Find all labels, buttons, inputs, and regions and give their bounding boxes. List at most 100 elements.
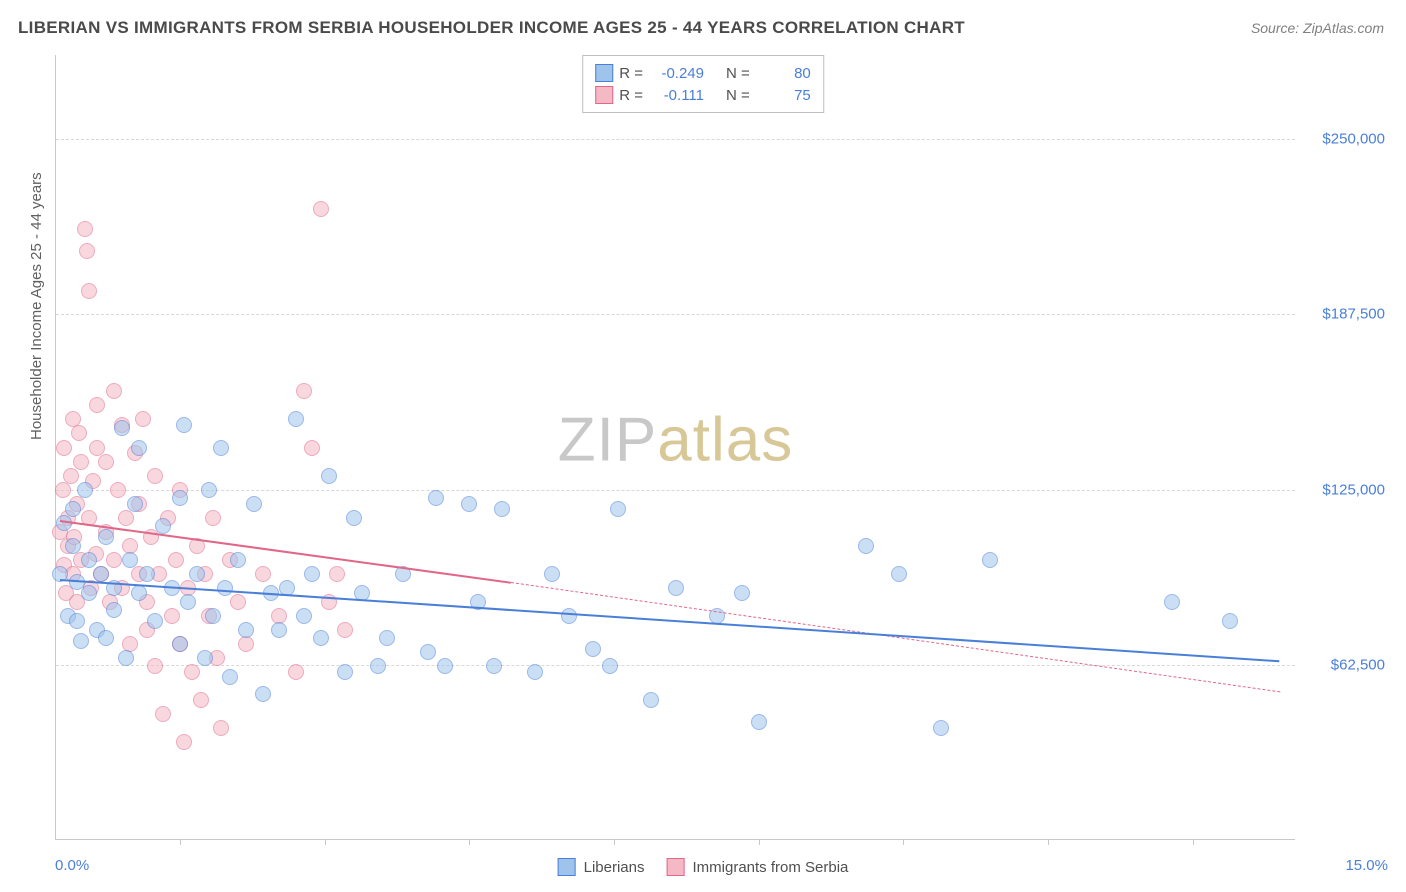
data-point (668, 580, 684, 596)
data-point (56, 440, 72, 456)
x-max-label: 15.0% (1345, 857, 1388, 874)
data-point (346, 510, 362, 526)
legend-item-serbia: Immigrants from Serbia (667, 858, 849, 876)
data-point (71, 425, 87, 441)
data-point (304, 440, 320, 456)
legend-item-liberians: Liberians (558, 858, 645, 876)
data-point (81, 585, 97, 601)
data-point (271, 622, 287, 638)
chart-title: LIBERIAN VS IMMIGRANTS FROM SERBIA HOUSE… (18, 18, 965, 38)
data-point (370, 658, 386, 674)
data-point (255, 566, 271, 582)
data-point (98, 454, 114, 470)
data-point (933, 720, 949, 736)
data-point (222, 669, 238, 685)
data-point (544, 566, 560, 582)
swatch-serbia (667, 858, 685, 876)
data-point (217, 580, 233, 596)
gridline (56, 314, 1295, 315)
data-point (329, 566, 345, 582)
data-point (255, 686, 271, 702)
data-point (81, 552, 97, 568)
data-point (602, 658, 618, 674)
data-point (437, 658, 453, 674)
data-point (288, 664, 304, 680)
data-point (201, 482, 217, 498)
data-point (296, 608, 312, 624)
data-point (164, 608, 180, 624)
source-label: Source: ZipAtlas.com (1251, 20, 1384, 36)
data-point (147, 468, 163, 484)
data-point (420, 644, 436, 660)
data-point (106, 602, 122, 618)
data-point (379, 630, 395, 646)
watermark-part2: atlas (657, 405, 793, 474)
x-tick (759, 839, 760, 845)
y-axis-label: Householder Income Ages 25 - 44 years (28, 172, 45, 440)
plot-area: ZIPatlas $62,500$125,000$187,500$250,000 (55, 55, 1295, 840)
x-tick (1048, 839, 1049, 845)
data-point (197, 650, 213, 666)
data-point (79, 243, 95, 259)
swatch-liberians (595, 64, 613, 82)
data-point (751, 714, 767, 730)
legend-label-serbia: Immigrants from Serbia (693, 859, 849, 876)
data-point (106, 552, 122, 568)
gridline (56, 139, 1295, 140)
data-point (304, 566, 320, 582)
data-point (147, 613, 163, 629)
data-point (643, 692, 659, 708)
x-tick (614, 839, 615, 845)
data-point (288, 411, 304, 427)
data-point (230, 552, 246, 568)
data-point (69, 613, 85, 629)
data-point (858, 538, 874, 554)
y-tick-label: $125,000 (1300, 481, 1385, 498)
data-point (118, 510, 134, 526)
data-point (891, 566, 907, 582)
legend-label-liberians: Liberians (584, 859, 645, 876)
n-label: N = (726, 87, 750, 104)
data-point (77, 482, 93, 498)
data-point (313, 201, 329, 217)
y-tick-label: $187,500 (1300, 306, 1385, 323)
data-point (213, 440, 229, 456)
data-point (494, 501, 510, 517)
data-point (81, 283, 97, 299)
x-tick (903, 839, 904, 845)
data-point (139, 566, 155, 582)
r-label: R = (619, 65, 643, 82)
data-point (176, 734, 192, 750)
x-tick (469, 839, 470, 845)
data-point (193, 692, 209, 708)
data-point (1164, 594, 1180, 610)
data-point (122, 552, 138, 568)
n-value-serbia: 75 (756, 87, 811, 104)
data-point (55, 482, 71, 498)
data-point (77, 221, 93, 237)
y-tick-label: $250,000 (1300, 131, 1385, 148)
data-point (238, 636, 254, 652)
data-point (313, 630, 329, 646)
data-point (337, 664, 353, 680)
watermark-part1: ZIP (558, 405, 657, 474)
gridline (56, 490, 1295, 491)
x-min-label: 0.0% (55, 857, 89, 874)
data-point (63, 468, 79, 484)
data-point (337, 622, 353, 638)
data-point (172, 636, 188, 652)
data-point (168, 552, 184, 568)
data-point (561, 608, 577, 624)
data-point (110, 482, 126, 498)
data-point (189, 566, 205, 582)
series-legend: Liberians Immigrants from Serbia (558, 858, 849, 876)
data-point (585, 641, 601, 657)
data-point (1222, 613, 1238, 629)
data-point (127, 496, 143, 512)
x-tick (1193, 839, 1194, 845)
data-point (98, 630, 114, 646)
data-point (73, 454, 89, 470)
r-value-liberians: -0.249 (649, 65, 704, 82)
data-point (230, 594, 246, 610)
data-point (428, 490, 444, 506)
